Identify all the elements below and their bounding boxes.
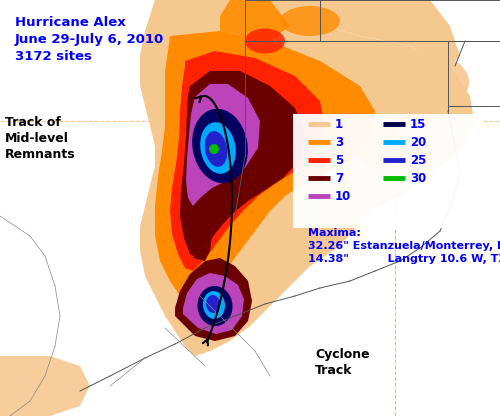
Polygon shape	[140, 0, 475, 356]
Text: 1: 1	[335, 117, 343, 131]
Polygon shape	[170, 51, 325, 271]
Polygon shape	[183, 273, 244, 334]
Text: 30: 30	[410, 171, 426, 185]
Text: 10: 10	[335, 190, 351, 203]
Ellipse shape	[206, 295, 220, 313]
Ellipse shape	[203, 291, 225, 319]
Text: 20: 20	[410, 136, 426, 149]
Polygon shape	[220, 0, 290, 41]
Polygon shape	[186, 84, 260, 206]
Polygon shape	[193, 236, 212, 261]
Ellipse shape	[245, 29, 285, 54]
Polygon shape	[230, 0, 460, 66]
Ellipse shape	[200, 122, 236, 174]
Text: 5: 5	[335, 154, 343, 166]
Polygon shape	[175, 258, 252, 341]
Ellipse shape	[353, 123, 407, 169]
Text: 15: 15	[410, 117, 426, 131]
Circle shape	[209, 144, 219, 154]
FancyBboxPatch shape	[293, 114, 482, 228]
Text: 25: 25	[410, 154, 426, 166]
Polygon shape	[155, 31, 375, 301]
Text: 3: 3	[335, 136, 343, 149]
Ellipse shape	[280, 6, 340, 36]
Text: Track of
Mid-level
Remnants: Track of Mid-level Remnants	[5, 116, 76, 161]
Ellipse shape	[198, 286, 232, 326]
Polygon shape	[0, 356, 90, 416]
Polygon shape	[280, 156, 500, 416]
Text: 7: 7	[335, 171, 343, 185]
Ellipse shape	[192, 109, 248, 183]
Ellipse shape	[391, 50, 469, 102]
Ellipse shape	[204, 131, 228, 167]
Text: Maxima:
32.26" Estanzuela/Monterrey, MX
14.38"          Langtry 10.6 W, TX: Maxima: 32.26" Estanzuela/Monterrey, MX …	[308, 228, 500, 265]
Polygon shape	[180, 71, 305, 258]
Text: Cyclone
Track: Cyclone Track	[315, 348, 370, 377]
Text: Hurricane Alex
June 29-July 6, 2010
3172 sites: Hurricane Alex June 29-July 6, 2010 3172…	[15, 16, 164, 63]
